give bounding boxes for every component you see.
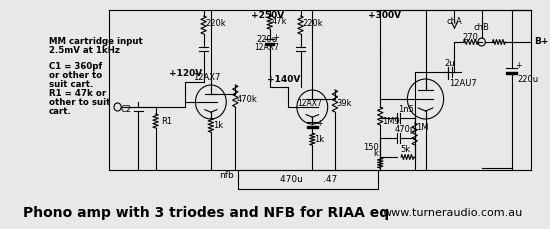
- Text: C1 = 360pf: C1 = 360pf: [49, 62, 102, 71]
- Text: +: +: [316, 119, 323, 128]
- Text: 220k: 220k: [205, 19, 226, 28]
- Text: Phono amp with 3 triodes and NFB for RIAA eq: Phono amp with 3 triodes and NFB for RIA…: [23, 206, 389, 220]
- Text: or other to: or other to: [49, 71, 102, 80]
- Text: other to suit: other to suit: [49, 98, 110, 107]
- Text: 1M9: 1M9: [382, 117, 400, 126]
- Text: cart.: cart.: [49, 107, 72, 116]
- Text: k: k: [373, 150, 378, 158]
- Text: C2: C2: [120, 104, 131, 114]
- Text: chB: chB: [474, 22, 490, 32]
- Text: 1M: 1M: [416, 123, 429, 133]
- Text: 470u       .47: 470u .47: [279, 175, 337, 184]
- Text: 470k: 470k: [237, 95, 258, 104]
- Text: 1n5: 1n5: [398, 106, 414, 114]
- Text: 220u: 220u: [256, 35, 278, 44]
- Text: R1: R1: [161, 117, 172, 125]
- Text: www.turneraudio.com.au: www.turneraudio.com.au: [383, 208, 523, 218]
- Text: 12AX7: 12AX7: [255, 43, 279, 52]
- Text: +: +: [515, 62, 522, 71]
- Bar: [238, 170, 378, 189]
- Text: +120V: +120V: [169, 69, 202, 79]
- Text: B+: B+: [534, 38, 549, 46]
- Text: 220k: 220k: [302, 19, 323, 28]
- Text: 2.5mV at 1kHz: 2.5mV at 1kHz: [49, 46, 119, 55]
- Text: nfb: nfb: [219, 171, 234, 180]
- Text: 47k: 47k: [272, 17, 287, 27]
- Text: 1k: 1k: [314, 135, 324, 144]
- Text: 1k: 1k: [213, 121, 223, 130]
- Text: 470p: 470p: [395, 125, 416, 134]
- Text: 220u: 220u: [517, 76, 538, 85]
- Text: 12AX7: 12AX7: [297, 99, 322, 109]
- Text: R1 = 47k or: R1 = 47k or: [49, 89, 106, 98]
- Text: 150: 150: [362, 144, 378, 153]
- Text: 12AU7: 12AU7: [449, 79, 477, 88]
- Text: 270: 270: [463, 33, 478, 41]
- Text: +300V: +300V: [368, 11, 402, 19]
- Text: suit cart.: suit cart.: [49, 80, 93, 89]
- Text: 5k: 5k: [400, 145, 411, 155]
- Text: MM cartridge input: MM cartridge input: [49, 37, 142, 46]
- Text: chA: chA: [447, 17, 463, 27]
- Text: +250V: +250V: [251, 11, 284, 19]
- Text: +140V: +140V: [267, 76, 300, 85]
- Text: 12AX7: 12AX7: [192, 73, 220, 82]
- Text: 2u: 2u: [444, 60, 455, 68]
- Text: +: +: [273, 33, 279, 41]
- Text: 39k: 39k: [337, 98, 352, 107]
